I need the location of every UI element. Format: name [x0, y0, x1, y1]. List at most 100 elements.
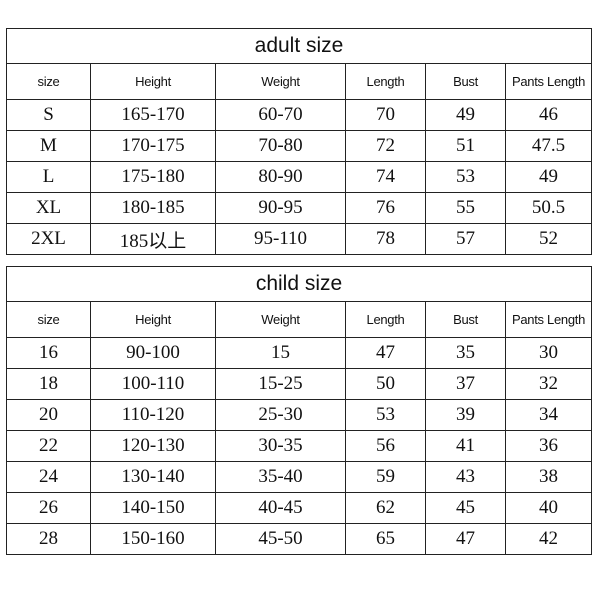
- table-cell: 30: [505, 337, 592, 369]
- column-header: Bust: [425, 63, 506, 100]
- table-cell: 35: [425, 337, 506, 369]
- column-header: size: [6, 63, 91, 100]
- data-row: 20 110-120 25-30 53 39 34: [6, 399, 592, 431]
- table-cell: 60-70: [215, 99, 346, 131]
- table-cell: 24: [6, 461, 91, 493]
- table-title: adult size: [6, 28, 592, 64]
- table-cell: 175-180: [90, 161, 216, 193]
- table-cell: 180-185: [90, 192, 216, 224]
- table-cell: 150-160: [90, 523, 216, 555]
- data-row: M 170-175 70-80 72 51 47.5: [6, 130, 592, 162]
- table-cell: 45: [425, 492, 506, 524]
- table-cell: M: [6, 130, 91, 162]
- header-row: size Height Weight Length Bust Pants Length: [6, 63, 592, 100]
- data-row: 2XL 185以上 95-110 78 57 52: [6, 223, 592, 255]
- column-header: Pants Length: [505, 63, 592, 100]
- table-cell: 47.5: [505, 130, 592, 162]
- table-cell: 2XL: [6, 223, 91, 255]
- table-cell: 18: [6, 368, 91, 400]
- table-cell: 15-25: [215, 368, 346, 400]
- table-cell: 43: [425, 461, 506, 493]
- title-row: adult size: [6, 28, 592, 64]
- table-cell: 62: [345, 492, 426, 524]
- table-cell: 35-40: [215, 461, 346, 493]
- table-cell: 165-170: [90, 99, 216, 131]
- table-cell: 72: [345, 130, 426, 162]
- table-cell: 26: [6, 492, 91, 524]
- table-cell: 185以上: [90, 223, 216, 255]
- column-header: Height: [90, 63, 216, 100]
- table-cell: 39: [425, 399, 506, 431]
- data-row: 24 130-140 35-40 59 43 38: [6, 461, 592, 493]
- data-row: 22 120-130 30-35 56 41 36: [6, 430, 592, 462]
- column-header: size: [6, 301, 91, 338]
- table-cell: 32: [505, 368, 592, 400]
- child-size-table: child size size Height Weight Length Bust Pant…: [6, 266, 592, 555]
- table-cell: 37: [425, 368, 506, 400]
- table-cell: 42: [505, 523, 592, 555]
- data-row: S 165-170 60-70 70 49 46: [6, 99, 592, 131]
- table-cell: 38: [505, 461, 592, 493]
- table-cell: 45-50: [215, 523, 346, 555]
- table-cell: 40-45: [215, 492, 346, 524]
- data-row: XL 180-185 90-95 76 55 50.5: [6, 192, 592, 224]
- table-cell: 50: [345, 368, 426, 400]
- column-header: Weight: [215, 63, 346, 100]
- table-cell: 110-120: [90, 399, 216, 431]
- table-cell: 55: [425, 192, 506, 224]
- table-cell: 59: [345, 461, 426, 493]
- table-cell: 25-30: [215, 399, 346, 431]
- table-cell: 78: [345, 223, 426, 255]
- table-cell: 140-150: [90, 492, 216, 524]
- table-cell: 65: [345, 523, 426, 555]
- table-cell: 100-110: [90, 368, 216, 400]
- adult-size-table: adult size size Height Weight Length Bust Pant…: [6, 28, 592, 255]
- table-cell: 30-35: [215, 430, 346, 462]
- table-cell: 36: [505, 430, 592, 462]
- table-cell: 70-80: [215, 130, 346, 162]
- data-row: 16 90-100 15 47 35 30: [6, 337, 592, 369]
- table-cell: 56: [345, 430, 426, 462]
- table-cell: 16: [6, 337, 91, 369]
- column-header: Bust: [425, 301, 506, 338]
- table-cell: 34: [505, 399, 592, 431]
- table-cell: 52: [505, 223, 592, 255]
- data-row: 26 140-150 40-45 62 45 40: [6, 492, 592, 524]
- table-cell: 130-140: [90, 461, 216, 493]
- table-cell: 47: [425, 523, 506, 555]
- column-header: Height: [90, 301, 216, 338]
- table-cell: 70: [345, 99, 426, 131]
- table-cell: 40: [505, 492, 592, 524]
- table-cell: 95-110: [215, 223, 346, 255]
- column-header: Pants Length: [505, 301, 592, 338]
- title-row: child size: [6, 266, 592, 302]
- table-cell: 41: [425, 430, 506, 462]
- table-cell: 53: [425, 161, 506, 193]
- data-row: L 175-180 80-90 74 53 49: [6, 161, 592, 193]
- data-row: 28 150-160 45-50 65 47 42: [6, 523, 592, 555]
- table-cell: L: [6, 161, 91, 193]
- table-cell: 20: [6, 399, 91, 431]
- table-cell: 90-100: [90, 337, 216, 369]
- data-row: 18 100-110 15-25 50 37 32: [6, 368, 592, 400]
- column-header: Weight: [215, 301, 346, 338]
- table-cell: 90-95: [215, 192, 346, 224]
- table-cell: 76: [345, 192, 426, 224]
- table-title: child size: [6, 266, 592, 302]
- column-header: Length: [345, 301, 426, 338]
- table-cell: 49: [425, 99, 506, 131]
- header-row: size Height Weight Length Bust Pants Length: [6, 301, 592, 338]
- table-cell: 47: [345, 337, 426, 369]
- table-cell: S: [6, 99, 91, 131]
- table-cell: 50.5: [505, 192, 592, 224]
- table-cell: 170-175: [90, 130, 216, 162]
- table-cell: 74: [345, 161, 426, 193]
- table-cell: 57: [425, 223, 506, 255]
- table-cell: 53: [345, 399, 426, 431]
- table-cell: 49: [505, 161, 592, 193]
- table-cell: 120-130: [90, 430, 216, 462]
- table-cell: 15: [215, 337, 346, 369]
- table-cell: 28: [6, 523, 91, 555]
- table-cell: XL: [6, 192, 91, 224]
